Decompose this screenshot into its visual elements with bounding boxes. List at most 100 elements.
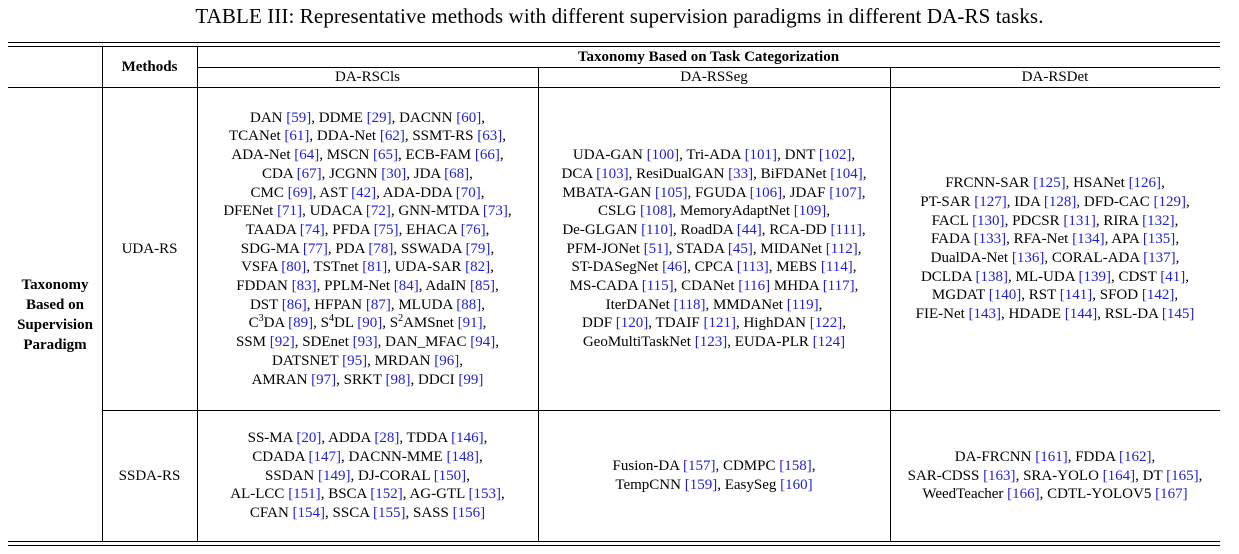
citation-link[interactable]: [71] [277, 203, 303, 220]
citation-link[interactable]: [74] [299, 221, 325, 238]
citation-link[interactable]: [90] [357, 315, 383, 332]
citation-link[interactable]: [150] [433, 467, 467, 484]
citation-link[interactable]: [156] [452, 505, 486, 522]
citation-link[interactable]: [91] [457, 315, 483, 332]
citation-link[interactable]: [112] [825, 240, 858, 257]
citation-link[interactable]: [113] [736, 259, 769, 276]
citation-link[interactable]: [75] [373, 221, 399, 238]
citation-link[interactable]: [67] [296, 165, 322, 182]
citation-link[interactable]: [147] [308, 448, 342, 465]
citation-link[interactable]: [89] [288, 315, 314, 332]
citation-link[interactable]: [148] [446, 448, 479, 465]
citation-link[interactable]: [92] [269, 334, 295, 351]
citation-link[interactable]: [109] [793, 203, 827, 220]
citation-link[interactable]: [143] [968, 306, 1002, 323]
citation-link[interactable]: [138] [975, 268, 1009, 285]
citation-link[interactable]: [111] [830, 221, 862, 238]
citation-link[interactable]: [77] [302, 240, 328, 257]
citation-link[interactable]: [141] [1059, 287, 1093, 304]
citation-link[interactable]: [80] [281, 259, 307, 276]
citation-link[interactable]: [62] [379, 128, 405, 145]
citation-link[interactable]: [68] [444, 165, 470, 182]
citation-link[interactable]: [102] [818, 147, 852, 164]
citation-link[interactable]: [41] [1160, 268, 1186, 285]
citation-link[interactable]: [118] [673, 296, 706, 313]
citation-link[interactable]: [61] [284, 128, 310, 145]
citation-link[interactable]: [119] [786, 296, 819, 313]
citation-link[interactable]: [64] [294, 147, 320, 164]
citation-link[interactable]: [96] [434, 352, 460, 369]
citation-link[interactable]: [146] [451, 430, 484, 447]
citation-link[interactable]: [166] [1007, 486, 1040, 503]
citation-link[interactable]: [101] [744, 147, 778, 164]
citation-link[interactable]: [157] [682, 458, 716, 475]
citation-link[interactable]: [123] [694, 334, 728, 351]
citation-link[interactable]: [161] [1035, 448, 1068, 465]
citation-link[interactable]: [93] [352, 334, 378, 351]
citation-link[interactable]: [33] [728, 165, 754, 182]
citation-link[interactable]: [165] [1166, 467, 1199, 484]
citation-link[interactable]: [149] [317, 467, 351, 484]
citation-link[interactable]: [20] [296, 430, 322, 447]
citation-link[interactable]: [140] [988, 287, 1022, 304]
citation-link[interactable]: [95] [342, 352, 368, 369]
citation-link[interactable]: [155] [373, 505, 406, 522]
citation-link[interactable]: [159] [684, 477, 718, 493]
citation-link[interactable]: [125] [1033, 175, 1066, 192]
citation-link[interactable]: [45] [727, 240, 753, 257]
citation-link[interactable]: [133] [973, 231, 1007, 248]
citation-link[interactable]: [78] [368, 240, 394, 257]
citation-link[interactable]: [121] [703, 315, 736, 332]
citation-link[interactable]: [124] [812, 334, 846, 351]
citation-link[interactable]: [127] [974, 193, 1007, 210]
citation-link[interactable]: [46] [662, 259, 688, 276]
citation-link[interactable]: [88] [456, 296, 482, 313]
citation-link[interactable]: [154] [292, 505, 326, 522]
citation-link[interactable]: [51] [643, 240, 669, 257]
citation-link[interactable]: [84] [393, 278, 419, 295]
citation-link[interactable]: [160] [780, 477, 813, 493]
citation-link[interactable]: [73] [482, 203, 508, 220]
citation-link[interactable]: [130] [972, 212, 1005, 229]
citation-link[interactable]: [60] [456, 109, 482, 126]
citation-link[interactable]: [153] [468, 486, 501, 503]
citation-link[interactable]: [108] [640, 203, 673, 220]
citation-link[interactable]: [72] [365, 203, 391, 220]
citation-link[interactable]: [139] [1078, 268, 1111, 285]
citation-link[interactable]: [100] [646, 147, 680, 164]
citation-link[interactable]: [42] [351, 184, 377, 201]
citation-link[interactable]: [136] [1011, 250, 1045, 266]
citation-link[interactable]: [97] [311, 371, 337, 388]
citation-link[interactable]: [105] [655, 184, 688, 201]
citation-link[interactable]: [135] [1142, 231, 1176, 248]
citation-link[interactable]: [128] [1043, 193, 1077, 210]
citation-link[interactable]: [70] [455, 184, 481, 201]
citation-link[interactable]: [82] [465, 259, 491, 276]
citation-link[interactable]: [145] [1161, 306, 1195, 323]
citation-link[interactable]: [28] [374, 430, 400, 447]
citation-link[interactable]: [131] [1063, 212, 1096, 229]
citation-link[interactable]: [120] [615, 315, 649, 332]
citation-link[interactable]: [81] [362, 259, 388, 276]
citation-link[interactable]: [137] [1143, 250, 1176, 266]
citation-link[interactable]: [115] [641, 278, 674, 295]
citation-link[interactable]: [151] [288, 486, 321, 503]
citation-link[interactable]: [144] [1064, 306, 1098, 323]
citation-link[interactable]: [29] [366, 109, 392, 126]
citation-link[interactable]: [158] [779, 458, 812, 475]
citation-link[interactable]: [167] [1155, 486, 1188, 503]
citation-link[interactable]: [107] [829, 184, 862, 201]
citation-link[interactable]: [103] [596, 165, 629, 182]
citation-link[interactable]: [110] [641, 221, 673, 238]
citation-link[interactable]: [104] [830, 165, 863, 182]
citation-link[interactable]: [63] [477, 128, 503, 145]
citation-link[interactable]: [66] [474, 147, 500, 164]
citation-link[interactable]: [117] [822, 278, 855, 295]
citation-link[interactable]: [99] [458, 371, 484, 388]
citation-link[interactable]: [163] [983, 467, 1016, 484]
citation-link[interactable]: [76] [460, 221, 486, 238]
citation-link[interactable]: [87] [365, 296, 391, 313]
citation-link[interactable]: [106] [749, 184, 783, 201]
citation-link[interactable]: [86] [281, 296, 307, 313]
citation-link[interactable]: [152] [370, 486, 403, 503]
